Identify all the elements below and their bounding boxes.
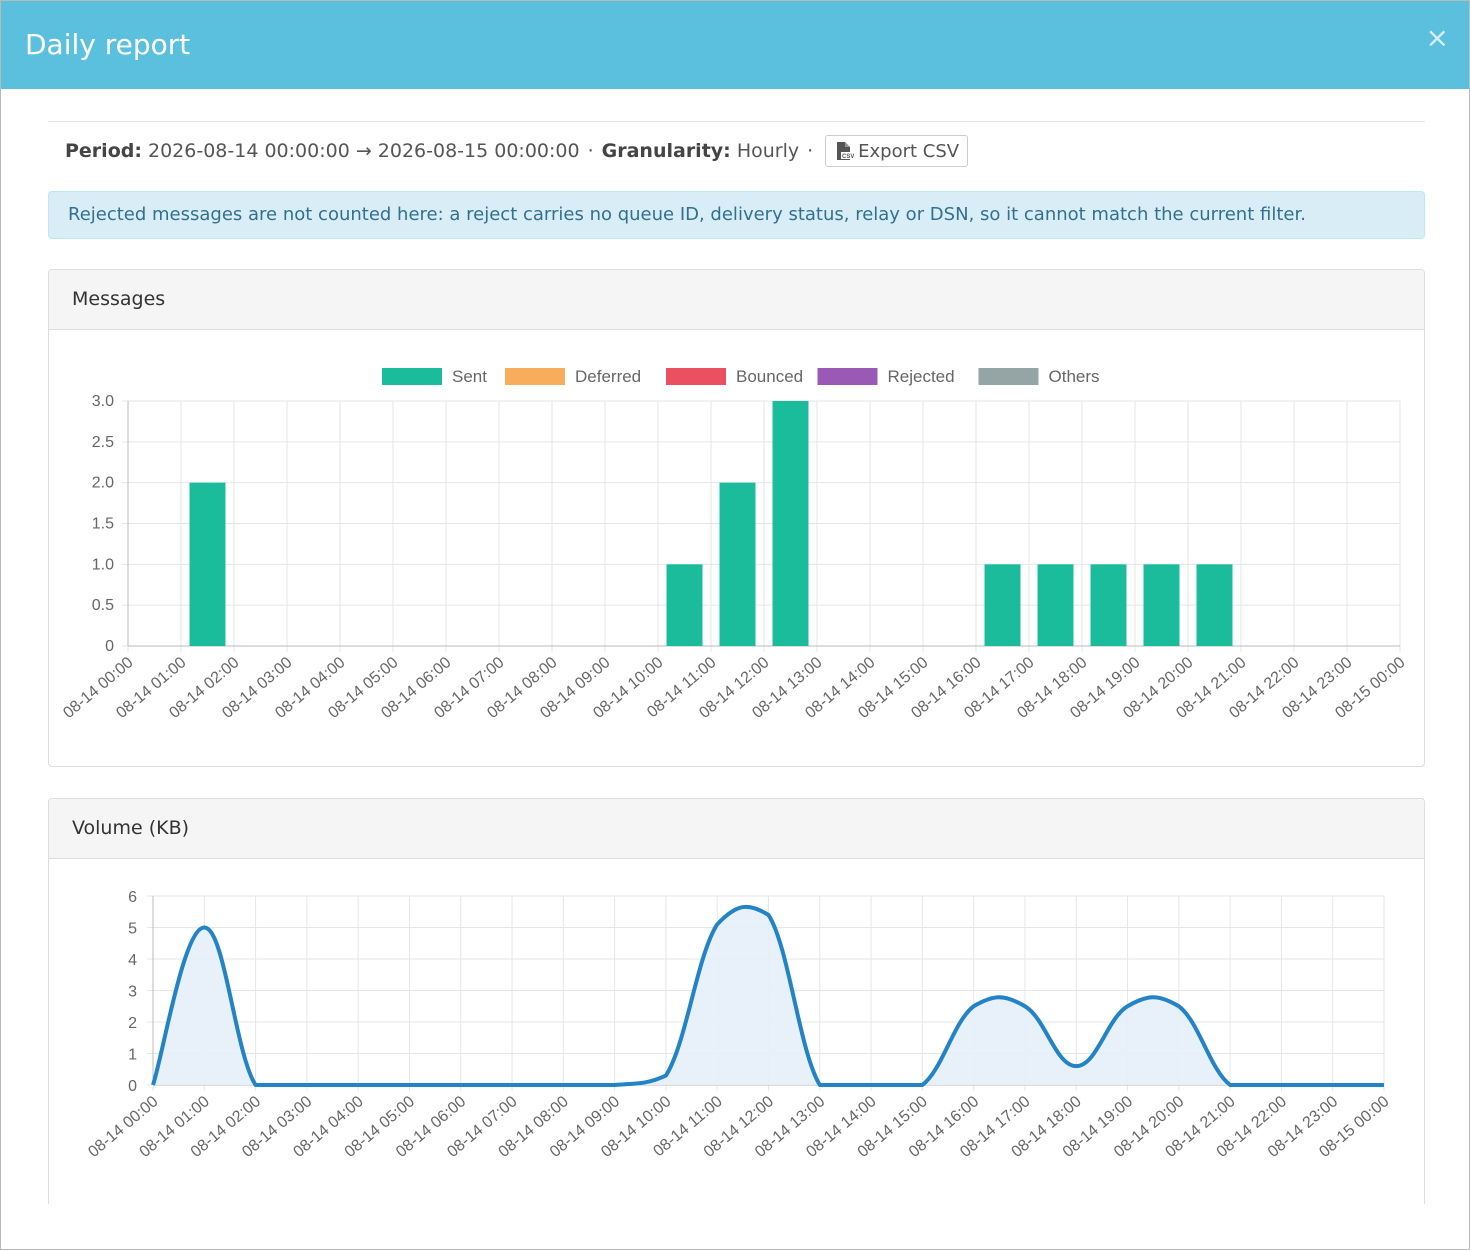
y-tick-label: 2.0 xyxy=(92,475,114,492)
y-tick-label: 2 xyxy=(128,1015,137,1032)
legend-swatch-deferred xyxy=(505,368,565,385)
volume-line xyxy=(151,904,1384,1087)
bar-sent xyxy=(666,564,703,646)
y-tick-label: 1.5 xyxy=(92,516,114,533)
bar-sent xyxy=(719,482,756,646)
close-icon[interactable]: × xyxy=(1425,21,1449,54)
legend-label-others: Others xyxy=(1049,367,1100,386)
volume-panel-title: Volume (KB) xyxy=(49,799,1424,859)
filter-summary: Period: 2026-08-14 00:00:00 → 2026-08-15… xyxy=(65,135,969,167)
y-tick-label: 0 xyxy=(128,1078,137,1095)
volume-panel: Volume (KB) 0 1 2 3 4 5 6 08-14 00:00 08-14 01:0… xyxy=(48,798,1425,1204)
legend-label-bounced: Bounced xyxy=(736,367,803,386)
separator: · xyxy=(587,140,594,162)
y-tick-label: 0 xyxy=(105,638,114,655)
svg-text:CSV: CSV xyxy=(842,154,854,160)
bar-sent xyxy=(1196,564,1233,646)
legend-label-rejected: Rejected xyxy=(888,367,955,386)
y-tick-label: 1.0 xyxy=(92,556,114,573)
bar-sent xyxy=(1143,564,1180,646)
legend-swatch-others xyxy=(978,368,1039,385)
bar-sent xyxy=(1090,564,1127,646)
messages-panel: Messages 0 0.5 1.0 1.5 2.0 2.5 3.0 08-14 00:00 0… xyxy=(48,269,1425,767)
y-tick-label: 3.0 xyxy=(92,393,114,410)
y-tick-label: 6 xyxy=(128,889,137,906)
y-tick-label: 0.5 xyxy=(92,597,114,614)
granularity-label: Granularity: xyxy=(601,140,731,162)
legend-label-deferred: Deferred xyxy=(575,367,641,386)
legend-swatch-bounced xyxy=(666,368,726,385)
volume-area xyxy=(153,906,1384,1085)
y-tick-label: 4 xyxy=(128,952,137,969)
export-csv-button[interactable]: CSV Export CSV xyxy=(825,135,969,167)
bar-sent xyxy=(189,482,226,646)
modal-header: Daily report × xyxy=(1,1,1469,89)
legend-swatch-rejected xyxy=(817,368,878,385)
csv-file-icon: CSV xyxy=(837,142,854,160)
granularity-value: Hourly xyxy=(736,140,800,162)
y-tick-label: 1 xyxy=(128,1047,137,1064)
period-label: Period: xyxy=(65,140,142,162)
modal-title: Daily report xyxy=(25,28,191,61)
y-tick-label: 2.5 xyxy=(92,434,114,451)
messages-panel-title: Messages xyxy=(49,270,1424,330)
info-alert: Rejected messages are not counted here: … xyxy=(48,191,1425,239)
bar-sent xyxy=(772,401,809,646)
y-tick-label: 5 xyxy=(128,921,137,938)
y-tick-label: 3 xyxy=(128,984,137,1001)
separator: · xyxy=(807,140,814,162)
export-csv-label: Export CSV xyxy=(858,140,960,162)
bar-sent xyxy=(984,564,1021,646)
divider xyxy=(48,121,1425,122)
legend-label-sent: Sent xyxy=(452,367,487,386)
legend-swatch-sent xyxy=(382,368,442,385)
bar-sent xyxy=(1037,564,1074,646)
period-value: 2026-08-14 00:00:00 → 2026-08-15 00:00:0… xyxy=(148,140,580,162)
